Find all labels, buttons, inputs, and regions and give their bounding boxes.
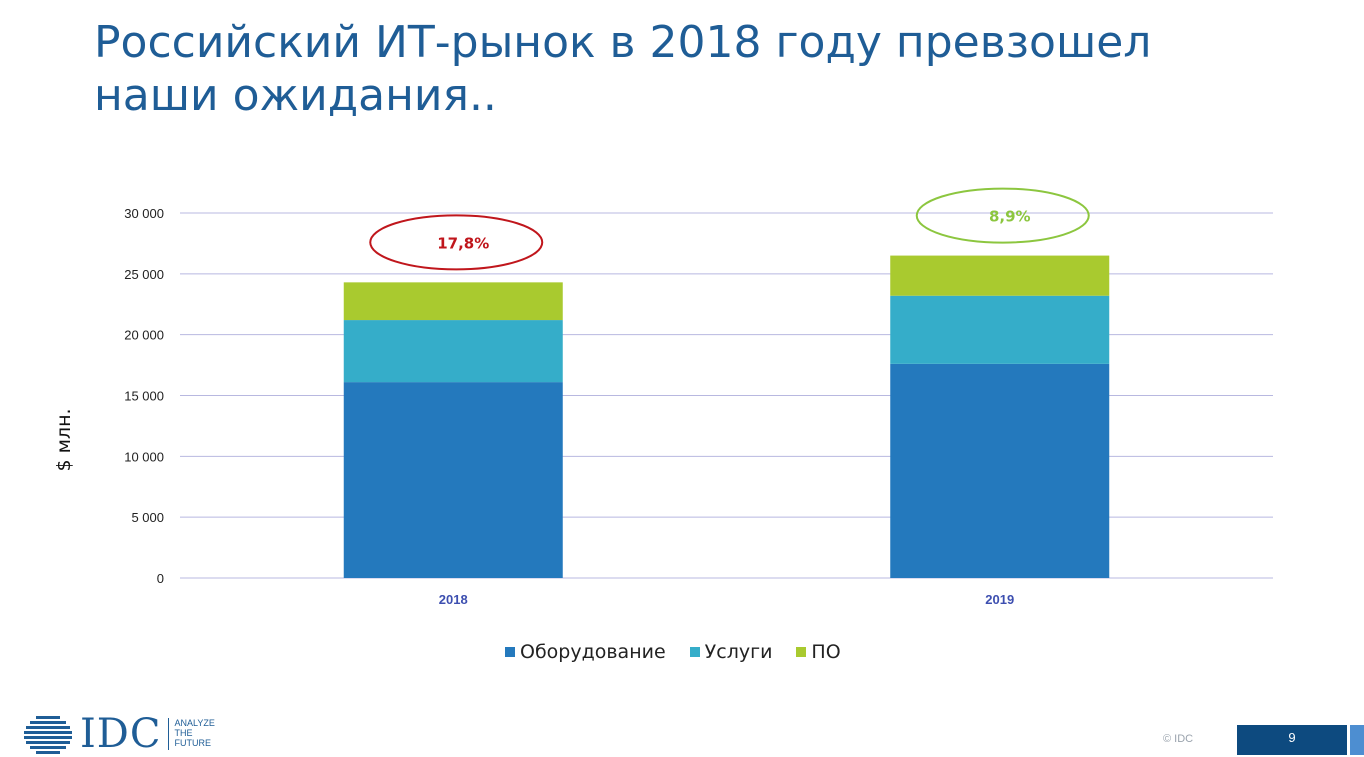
x-tick-label: 2019: [985, 592, 1014, 607]
annotation-label: 8,9%: [989, 208, 1031, 226]
legend-item: ПО: [796, 641, 841, 663]
chart-bars: [343, 255, 1110, 578]
y-tick-label: 30 000: [124, 206, 164, 221]
bar-segment-2019-1: [890, 295, 1110, 364]
annotation-label: 17,8%: [437, 234, 489, 252]
legend-label: Оборудование: [520, 641, 666, 663]
bar-segment-2018-2: [343, 282, 563, 321]
title-line-2: наши ожидания..: [94, 70, 497, 121]
legend-item: Оборудование: [505, 641, 666, 663]
tagline-line-2: THE: [174, 728, 193, 738]
y-axis-label: $ млн.: [53, 408, 75, 471]
y-tick-label: 10 000: [124, 449, 164, 464]
x-axis-ticks: 2018 2019: [439, 592, 1014, 607]
y-tick-label: 0: [157, 571, 164, 586]
title-line-1: Российский ИТ-рынок в 2018 году превзоше…: [94, 17, 1152, 68]
legend-swatch: [796, 647, 807, 657]
y-tick-label: 5 000: [131, 510, 164, 525]
copyright: © IDC: [1163, 733, 1194, 745]
y-tick-label: 15 000: [124, 389, 164, 404]
legend-label: Услуги: [704, 641, 773, 663]
slide-title: Российский ИТ-рынок в 2018 году превзоше…: [94, 16, 1294, 122]
logo-tagline: ANALYZE THE FUTURE: [168, 718, 215, 750]
y-tick-label: 25 000: [124, 267, 164, 282]
legend-item: Услуги: [689, 641, 773, 663]
idc-logo: IDC ANALYZE THE FUTURE: [22, 711, 215, 757]
chart-annotations: 17,8% 8,9%: [369, 187, 1090, 271]
x-tick-label: 2018: [439, 592, 468, 607]
y-axis-ticks: 0 5 000 10 000 15 000 20 000 25 000 30 000: [124, 206, 164, 586]
bar-segment-2019-0: [890, 363, 1110, 578]
y-tick-label: 20 000: [124, 328, 164, 343]
logo-text: IDC: [80, 711, 162, 757]
tagline-line-1: ANALYZE: [174, 718, 215, 728]
tagline-line-3: FUTURE: [174, 738, 211, 748]
stacked-bar-chart: 0 5 000 10 000 15 000 20 000 25 000 30 000 201…: [53, 187, 1273, 607]
globe-icon: [24, 716, 72, 754]
page-accent-bar: [1350, 725, 1364, 755]
bar-segment-2019-2: [890, 255, 1110, 296]
bar-segment-2018-1: [343, 320, 563, 383]
legend-swatch: [689, 647, 700, 657]
bar-segment-2018-0: [343, 382, 563, 578]
legend-label: ПО: [811, 641, 841, 663]
annotation-ellipse: [369, 214, 544, 271]
annotation-ellipse: [915, 187, 1090, 244]
chart-legend: Оборудование Услуги ПО: [505, 641, 841, 663]
page-number: 9: [1237, 725, 1347, 755]
legend-swatch: [505, 647, 515, 657]
